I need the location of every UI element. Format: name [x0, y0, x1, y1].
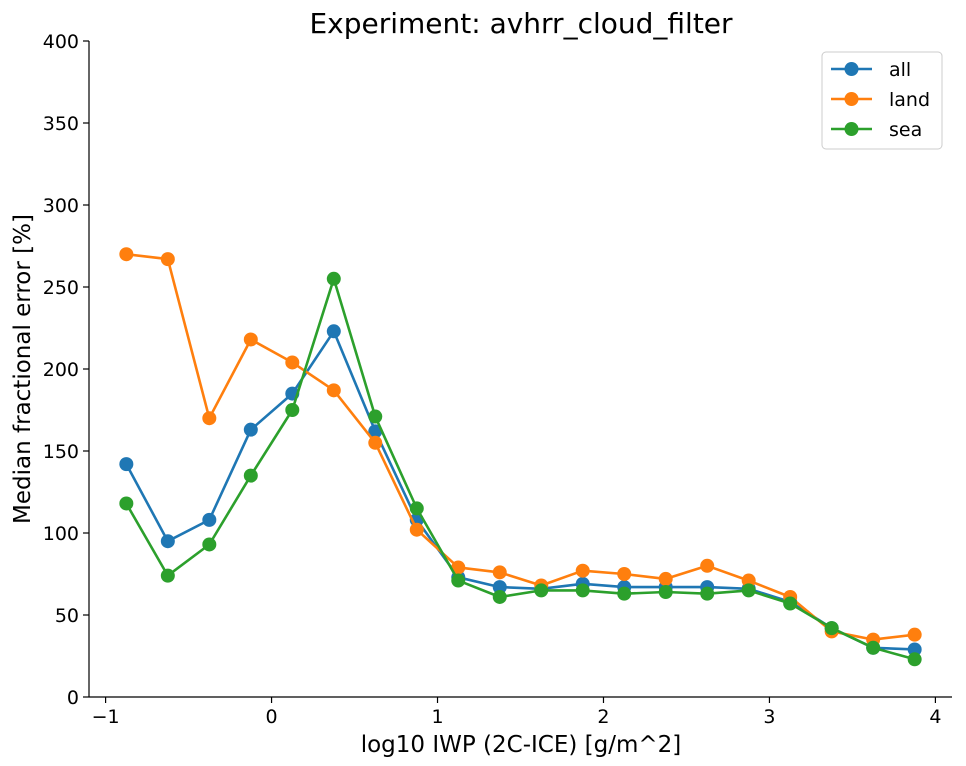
data-point-land: [700, 558, 715, 573]
y-tick-label: 400: [43, 31, 79, 53]
data-point-sea: [451, 573, 466, 588]
data-point-sea: [824, 621, 839, 636]
data-point-sea: [368, 409, 383, 424]
data-point-sea: [119, 496, 134, 511]
y-tick-label: 100: [43, 523, 79, 545]
series-line-all: [125, 329, 915, 651]
data-point-land: [119, 247, 134, 262]
data-point-land: [907, 627, 922, 642]
series-line-sea: [125, 277, 916, 661]
data-point-all: [492, 580, 507, 595]
x-axis-label: log10 IWP (2C-ICE) [g/m^2]: [361, 732, 682, 758]
data-point-sea: [160, 568, 175, 583]
legend: all land sea: [821, 51, 943, 150]
data-point-all: [119, 457, 134, 472]
data-point-land: [492, 565, 507, 580]
y-tick-label: 50: [55, 605, 79, 627]
y-tick-label: 350: [43, 113, 79, 135]
data-point-sea: [866, 640, 881, 655]
data-point-land: [658, 571, 673, 586]
data-point-all: [160, 534, 175, 549]
data-point-sea: [700, 586, 715, 601]
data-point-all: [907, 642, 922, 657]
x-tick-label: 3: [763, 706, 775, 728]
x-tick-label: −1: [92, 706, 120, 728]
data-point-sea: [658, 585, 673, 600]
legend-item-land: land: [831, 89, 930, 111]
data-point-land: [451, 560, 466, 575]
data-point-sea: [243, 468, 258, 483]
chart-title: Experiment: avhrr_cloud_filter: [309, 7, 733, 40]
data-point-sea: [409, 501, 424, 516]
y-tick-label: 250: [43, 277, 79, 299]
legend-marker: [844, 122, 859, 136]
data-point-sea: [202, 537, 217, 552]
data-point-sea: [492, 589, 507, 604]
series-layer: [119, 247, 922, 667]
data-point-land: [160, 252, 175, 267]
y-tick-label: 300: [43, 195, 79, 217]
x-tick-label: 1: [431, 706, 443, 728]
data-point-sea: [907, 652, 922, 667]
axes: 0 50 100 150 200 250 300 350 400 −1 0 1 2 3 4: [43, 31, 952, 728]
data-point-land: [285, 355, 300, 370]
data-point-land: [368, 435, 383, 450]
legend-item-sea: sea: [831, 119, 922, 141]
data-point-sea: [326, 271, 341, 286]
legend-label: all: [889, 59, 911, 81]
y-tick-label: 200: [43, 359, 79, 381]
legend-marker: [844, 62, 859, 76]
data-point-sea: [534, 583, 549, 598]
data-point-land: [741, 573, 756, 588]
y-axis-label: Median fractional error [%]: [10, 214, 36, 524]
y-tick-label: 0: [67, 687, 79, 709]
data-point-sea: [783, 596, 798, 611]
data-point-all: [368, 424, 383, 439]
legend-label: land: [889, 89, 930, 111]
data-point-all: [202, 512, 217, 527]
data-point-sea: [741, 583, 756, 598]
series-line-land: [126, 252, 915, 641]
data-point-all: [326, 324, 341, 339]
data-point-sea: [575, 583, 590, 598]
x-tick-label: 4: [929, 706, 941, 728]
series-sea: [119, 271, 922, 667]
data-point-land: [202, 411, 217, 426]
data-point-land: [575, 563, 590, 578]
data-point-land: [326, 383, 341, 398]
data-point-land: [409, 522, 424, 537]
legend-item-all: all: [831, 59, 911, 81]
data-point-land: [243, 332, 258, 347]
data-point-all: [243, 422, 258, 437]
x-tick-label: 2: [597, 706, 609, 728]
data-point-land: [617, 567, 632, 581]
data-point-sea: [617, 586, 632, 601]
legend-label: sea: [889, 119, 922, 141]
x-tick-label: 0: [266, 706, 278, 728]
legend-marker: [844, 92, 859, 106]
data-point-sea: [285, 403, 300, 417]
y-tick-label: 150: [43, 441, 79, 463]
